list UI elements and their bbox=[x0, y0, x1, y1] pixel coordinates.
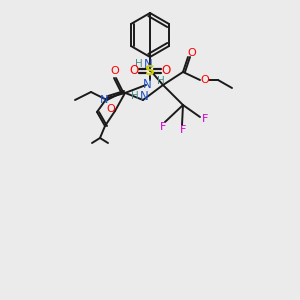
Text: H: H bbox=[135, 59, 143, 69]
Text: N: N bbox=[142, 79, 152, 92]
Text: N: N bbox=[144, 58, 152, 71]
Text: F: F bbox=[202, 114, 208, 124]
Text: N: N bbox=[140, 91, 148, 103]
Text: F: F bbox=[160, 122, 166, 132]
Text: O: O bbox=[201, 75, 209, 85]
Text: N: N bbox=[100, 95, 108, 105]
Text: O: O bbox=[111, 66, 119, 76]
Text: H: H bbox=[157, 76, 165, 86]
Text: O: O bbox=[106, 104, 116, 114]
Text: H: H bbox=[131, 91, 139, 101]
Text: F: F bbox=[180, 125, 186, 135]
Text: S: S bbox=[145, 64, 155, 78]
Text: O: O bbox=[188, 48, 196, 58]
Text: O: O bbox=[161, 64, 171, 77]
Text: O: O bbox=[129, 64, 139, 77]
